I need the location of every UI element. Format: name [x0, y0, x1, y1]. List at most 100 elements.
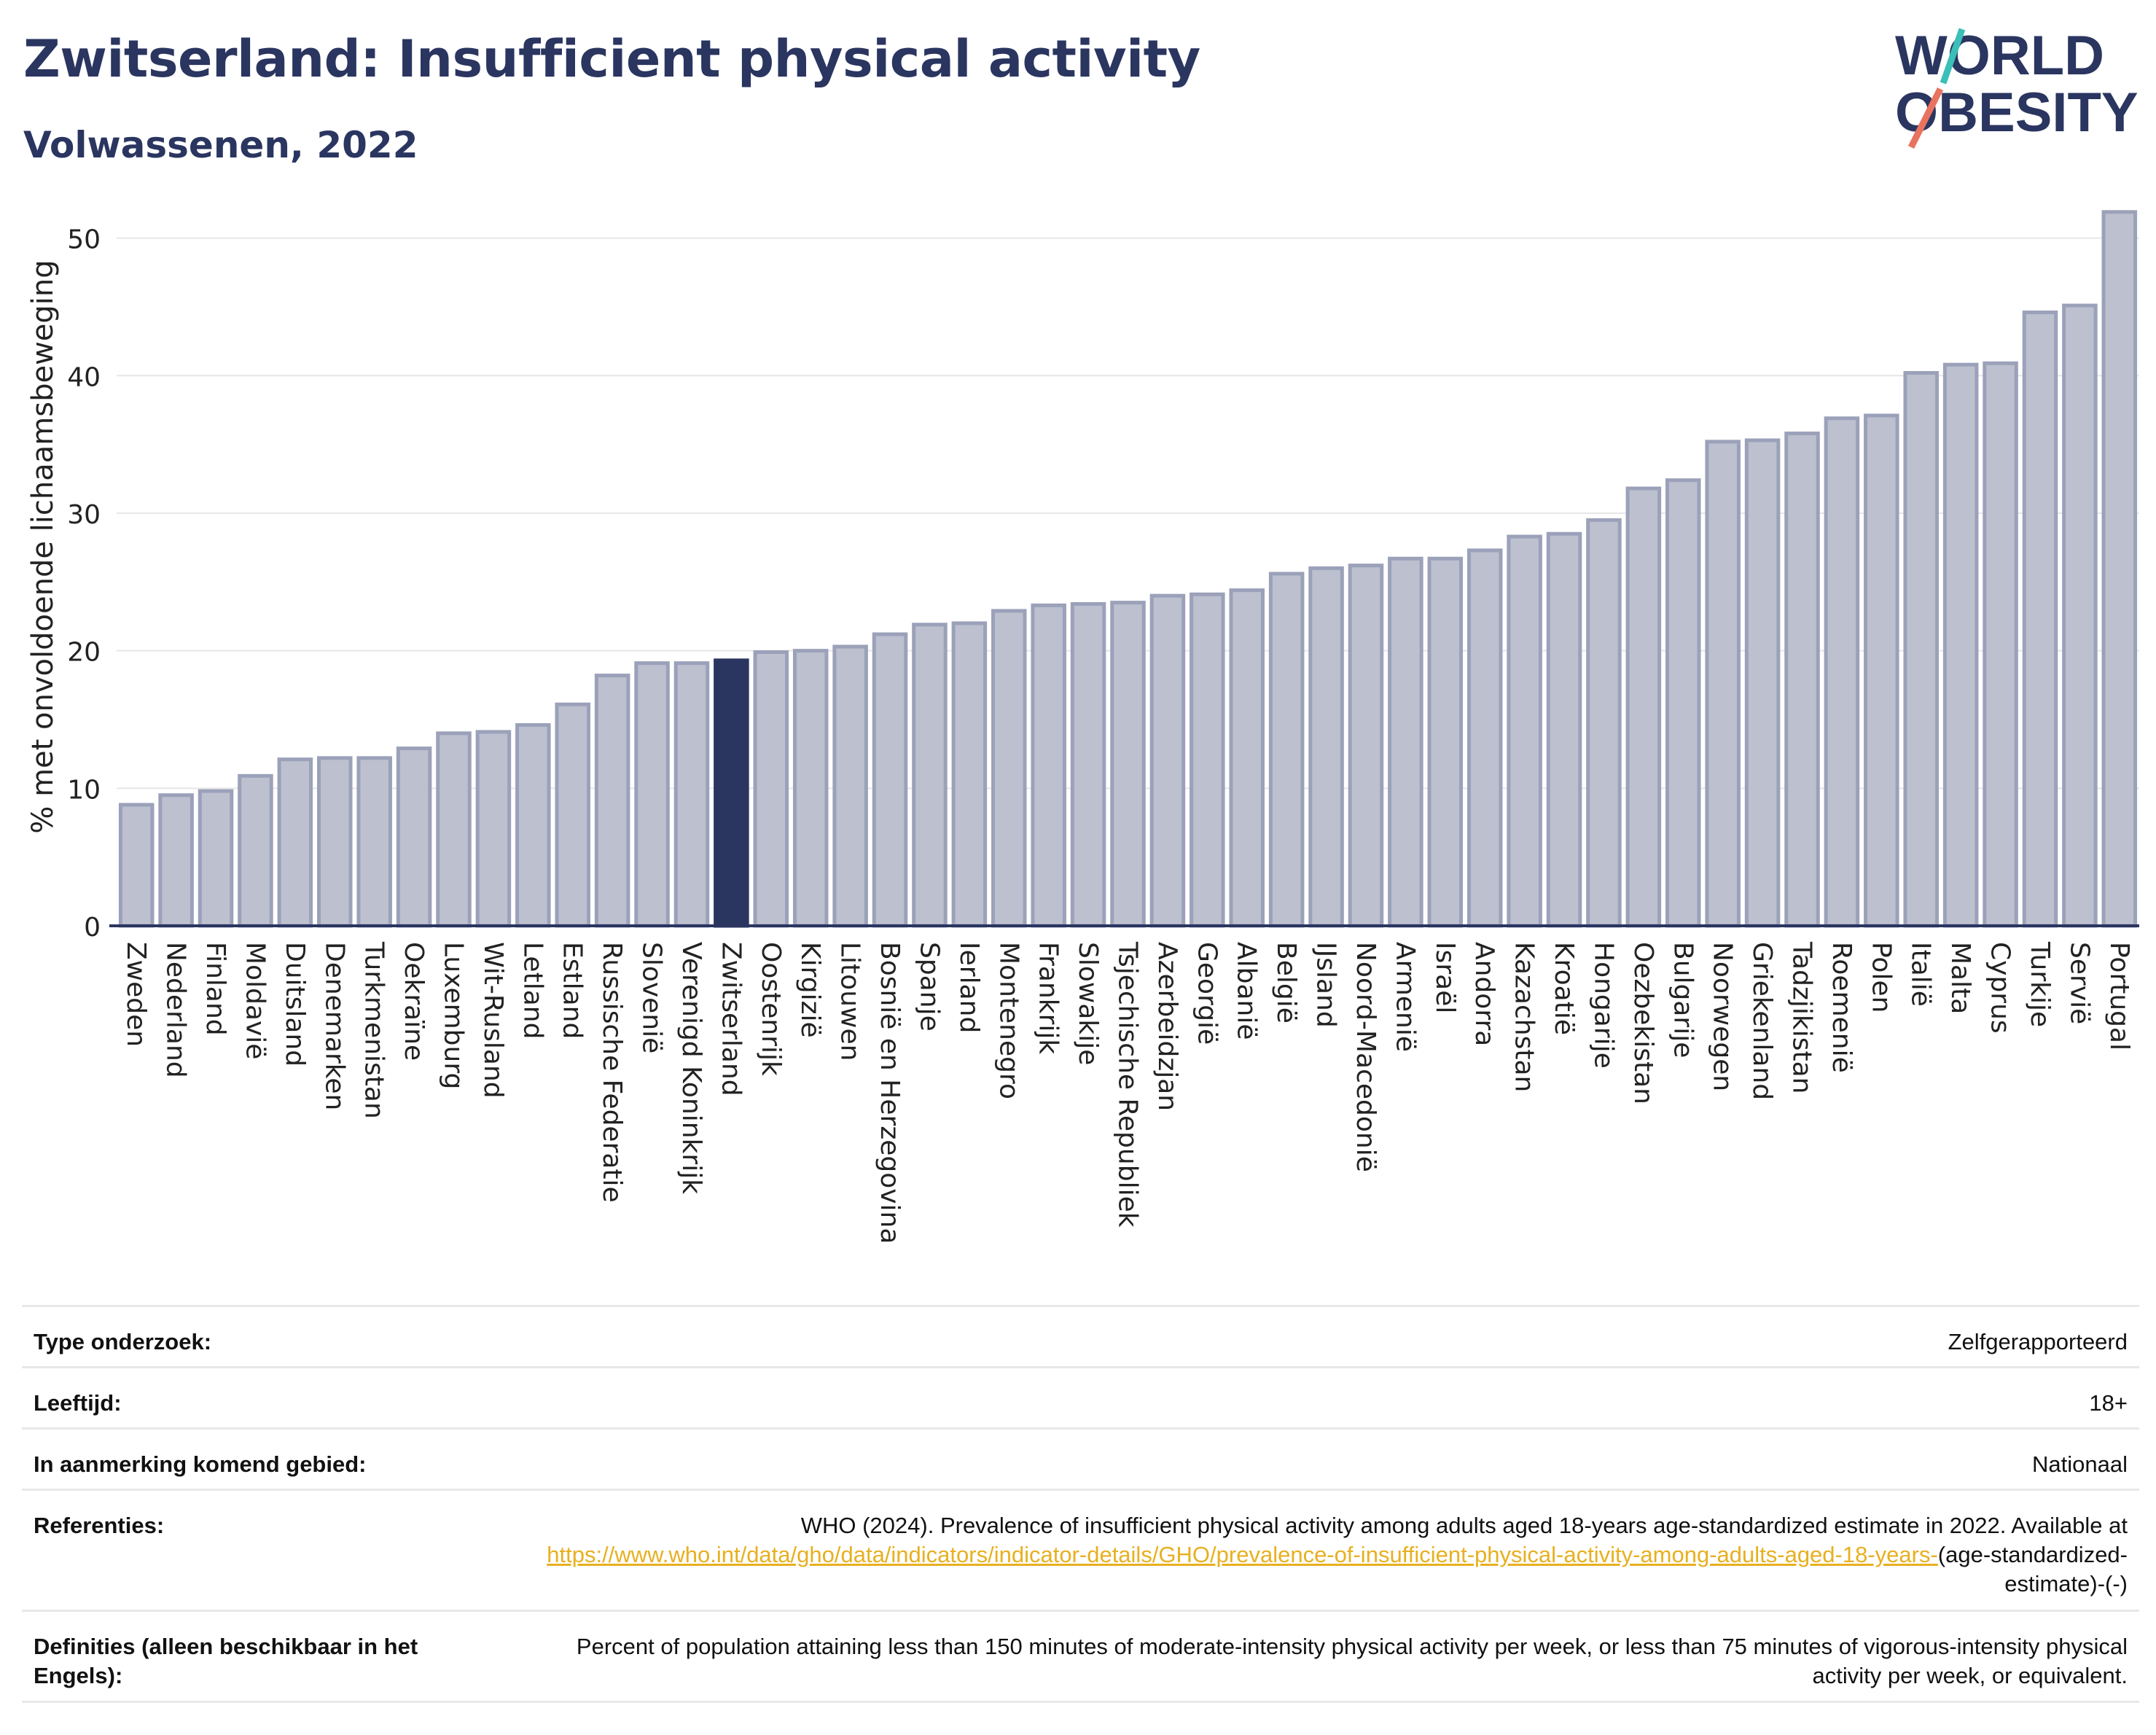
bar [1348, 564, 1384, 928]
bar [277, 757, 313, 928]
bar [1190, 592, 1225, 928]
x-tick-label: Russische Federatie [597, 942, 627, 1203]
meta-label: Leeftijd: [34, 1390, 122, 1416]
bar [515, 723, 551, 928]
bar [317, 756, 353, 928]
x-tick-label: Cyprus [1985, 942, 2015, 1034]
x-tick-label: Ierland [954, 942, 984, 1033]
metadata-table: Type onderzoek: Zelfgerapporteerd Leefti… [22, 1305, 2139, 1703]
x-tick-label: Frankrijk [1034, 942, 1063, 1054]
bar [912, 623, 948, 928]
meta-value: Zelfgerapporteerd [1948, 1329, 2128, 1354]
bar [1903, 371, 1940, 928]
x-tick-label: Albanië [1232, 942, 1262, 1040]
meta-row-survey-type: Type onderzoek: Zelfgerapporteerd [22, 1305, 2139, 1366]
x-tick-label: Bosnië en Herzegovina [875, 942, 905, 1244]
bar [1149, 593, 1186, 928]
meta-label: In aanmerking komend gebied: [34, 1451, 367, 1477]
bar [1110, 601, 1146, 928]
x-tick-label: Malta [1945, 942, 1975, 1014]
bar [158, 793, 194, 928]
bar [1546, 531, 1582, 928]
bar [1586, 518, 1622, 928]
y-tick-label: 0 [84, 913, 101, 943]
x-tick-label: Nederland [161, 942, 191, 1078]
x-tick-label: Noord-Macedonië [1351, 942, 1380, 1172]
x-tick-label: Duitsland [280, 942, 310, 1067]
x-tick-label: Kazachstan [1509, 942, 1539, 1092]
x-tick-label: Bulgarije [1668, 942, 1698, 1058]
bar [872, 632, 908, 928]
bar [634, 661, 670, 928]
meta-value: WHO (2024). Prevalence of insufficient p… [509, 1511, 2128, 1599]
bar [1388, 556, 1423, 928]
x-tick-label: Verenigd Koninkrijk [676, 942, 706, 1194]
x-tick-label: Italië [1906, 942, 1936, 1007]
bar [1427, 556, 1464, 928]
y-tick-label: 20 [67, 638, 101, 668]
bar [1229, 588, 1265, 928]
logo-slash-upper [1940, 28, 1966, 85]
x-tick-label: IJsland [1311, 942, 1341, 1028]
bar [792, 649, 829, 928]
bar [436, 731, 472, 928]
bar [356, 756, 392, 928]
x-tick-label: België [1271, 942, 1301, 1024]
world-obesity-logo: WORLD OBESITY [1895, 25, 2139, 149]
reference-link[interactable]: https://www.who.int/data/gho/data/indica… [547, 1542, 1938, 1567]
meta-value: Percent of population attaining less tha… [576, 1634, 2128, 1688]
bar [1864, 413, 1899, 928]
x-tick-label: Letland [517, 942, 547, 1039]
x-tick-label: Luxemburg [439, 942, 469, 1089]
x-tick-label: Moldavië [240, 942, 270, 1059]
x-tick-label: Turkije [2025, 941, 2055, 1027]
bar [991, 609, 1027, 928]
bar [594, 674, 630, 928]
bar [118, 803, 155, 928]
x-tick-label: Kroatië [1549, 942, 1579, 1035]
x-tick-label: Slovenië [637, 942, 667, 1053]
x-tick-label: Griekenland [1747, 942, 1777, 1100]
y-axis-label: % met onvoldoende lichaamsbeweging [26, 260, 60, 833]
bar [1507, 534, 1542, 928]
x-tick-label: Wit-Rusland [478, 942, 508, 1099]
x-tick-label: Georgië [1192, 942, 1222, 1045]
bar [1824, 416, 1860, 928]
y-tick-label: 40 [67, 362, 101, 392]
page-subtitle: Volwassenen, 2022 [23, 124, 418, 166]
bar [1308, 566, 1344, 928]
x-tick-label: Oekraïne [399, 942, 429, 1061]
reference-text: WHO (2024). Prevalence of insufficient p… [800, 1513, 2128, 1538]
bar [673, 661, 710, 928]
bar [832, 644, 868, 928]
x-tick-label: Oezbekistan [1628, 942, 1658, 1104]
bar [555, 702, 590, 928]
logo-line1: WORLD [1895, 25, 2104, 87]
x-tick-label: Denemarken [319, 942, 349, 1110]
bar [198, 789, 234, 928]
bar [1625, 486, 1662, 928]
page-title: Zwitserland: Insufficient physical activ… [23, 29, 1200, 89]
bar [396, 746, 432, 928]
bar [475, 730, 512, 928]
x-tick-label: Tadzjikistan [1787, 941, 1817, 1093]
x-tick-label: Roemenië [1827, 942, 1856, 1073]
x-tick-label: Estland [558, 942, 587, 1039]
bar [1705, 440, 1741, 928]
y-tick-label: 50 [67, 225, 101, 255]
meta-label: Referenties: [34, 1513, 165, 1538]
meta-row-references: Referenties: WHO (2024). Prevalence of i… [22, 1489, 2139, 1610]
bar [1665, 478, 1701, 928]
x-tick-label: Andorra [1469, 942, 1499, 1046]
meta-label: Definities (alleen beschikbaar in het En… [34, 1634, 418, 1688]
bar-chart: 0 10 20 30 40 50% met onvoldoende lichaamsbew… [26, 210, 2139, 1244]
x-tick-label: Armenië [1390, 942, 1420, 1052]
x-tick-label: Tsjechische Republiek [1113, 941, 1143, 1228]
bar [753, 650, 789, 928]
meta-value: Nationaal [2032, 1451, 2128, 1477]
meta-row-area: In aanmerking komend gebied: Nationaal [22, 1427, 2139, 1489]
x-tick-label: Zwitserland [716, 942, 746, 1096]
x-tick-label: Noorwegen [1708, 942, 1738, 1091]
bar [1744, 438, 1781, 928]
x-tick-label: Turkmenistan [359, 941, 389, 1119]
